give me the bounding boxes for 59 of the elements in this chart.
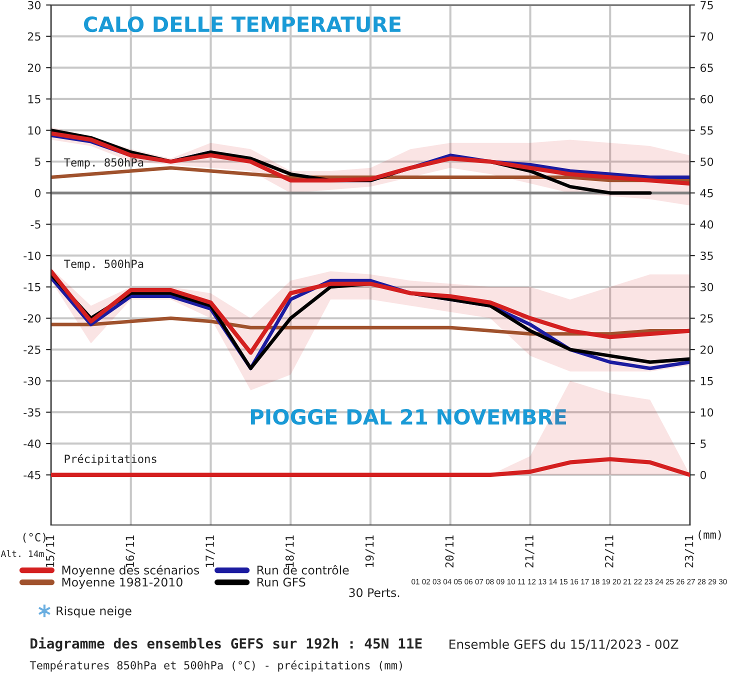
- y2-tick-label: 70: [700, 32, 714, 41]
- y-tick-label: -15: [24, 283, 40, 292]
- y-tick-label: -30: [24, 376, 41, 386]
- y-tick-label: -40: [24, 440, 41, 448]
- y-tick-label: 15: [28, 95, 40, 104]
- y2-tick-label: 55: [700, 126, 713, 135]
- y2-tick-label: 65: [700, 64, 713, 72]
- legend-label: Run GFS: [257, 578, 306, 587]
- y-tick-label: -25: [24, 346, 40, 354]
- y-tick-label: 10: [28, 126, 41, 135]
- text: Diagramme des ensembles GEFS sur 192h : 45N 11E: [30, 637, 422, 652]
- y-tick-label: 30: [28, 0, 41, 10]
- x-tick-label: 19/11: [365, 535, 375, 567]
- text: Risque neige: [56, 606, 132, 618]
- y2-axis-title: (mm): [698, 530, 721, 540]
- y2-tick-label: 50: [700, 158, 714, 166]
- legend-label: Moyenne 1981-2010: [62, 578, 182, 589]
- y2-tick-label: 60: [700, 94, 714, 104]
- text: Alt. 14m: [0, 550, 44, 558]
- y2-tick-label: 5: [700, 440, 706, 448]
- y-tick-label: -35: [24, 408, 40, 417]
- x-tick-label: 17/11: [206, 535, 215, 567]
- y2-tick-label: 75: [700, 1, 713, 10]
- text: 30 Perts.: [349, 588, 400, 598]
- legend-label: Moyenne des scénarios: [62, 564, 200, 577]
- line-series: [51, 269, 690, 355]
- text: Ensemble GEFS du 15/11/2023 - 00Z: [450, 639, 678, 650]
- legend-label: Run de contrôle: [257, 564, 349, 575]
- x-tick-label: 22/11: [604, 535, 614, 568]
- y-tick-label: -45: [24, 471, 40, 480]
- annotation: PIOGGE DAL 21 NOVEMBRE: [251, 409, 566, 425]
- annotation: CALO DELLE TEMPERATURE: [84, 16, 401, 32]
- y-tick-label: 0: [34, 188, 41, 198]
- x-tick-label: 15/11: [46, 535, 56, 567]
- y2-tick-label: 10: [700, 408, 714, 417]
- annotation: Précipitations: [64, 454, 156, 466]
- y-tick-label: -10: [24, 252, 41, 260]
- y2-tick-label: 35: [700, 252, 713, 260]
- y2-tick-label: 15: [700, 377, 713, 386]
- y-axis-title: (°C): [23, 532, 46, 543]
- x-tick-label: 23/11: [684, 535, 694, 568]
- y-tick-label: -20: [24, 314, 41, 323]
- y2-tick-label: 45: [700, 189, 713, 198]
- y-tick-label: 20: [28, 64, 41, 72]
- y-tick-label: 5: [35, 158, 40, 166]
- y-tick-label: -5: [30, 220, 40, 229]
- x-tick-label: 21/11: [525, 535, 534, 568]
- annotation: Temp. 500hPa: [64, 259, 144, 270]
- y-tick-label: 25: [28, 32, 40, 41]
- y2-tick-label: 20: [700, 346, 714, 354]
- x-tick-label: 16/11: [126, 535, 135, 567]
- x-tick-label: 18/11: [285, 535, 295, 567]
- y2-tick-label: 30: [700, 282, 714, 292]
- y2-tick-label: 0: [700, 470, 706, 480]
- y2-tick-label: 25: [700, 314, 713, 323]
- annotation: Temp. 850hPa: [64, 158, 144, 169]
- text: Températures 850hPa et 500hPa (°C) - précipitations (mm): [30, 660, 402, 672]
- y2-tick-label: 40: [700, 220, 714, 229]
- x-tick-label: 20/11: [445, 535, 454, 568]
